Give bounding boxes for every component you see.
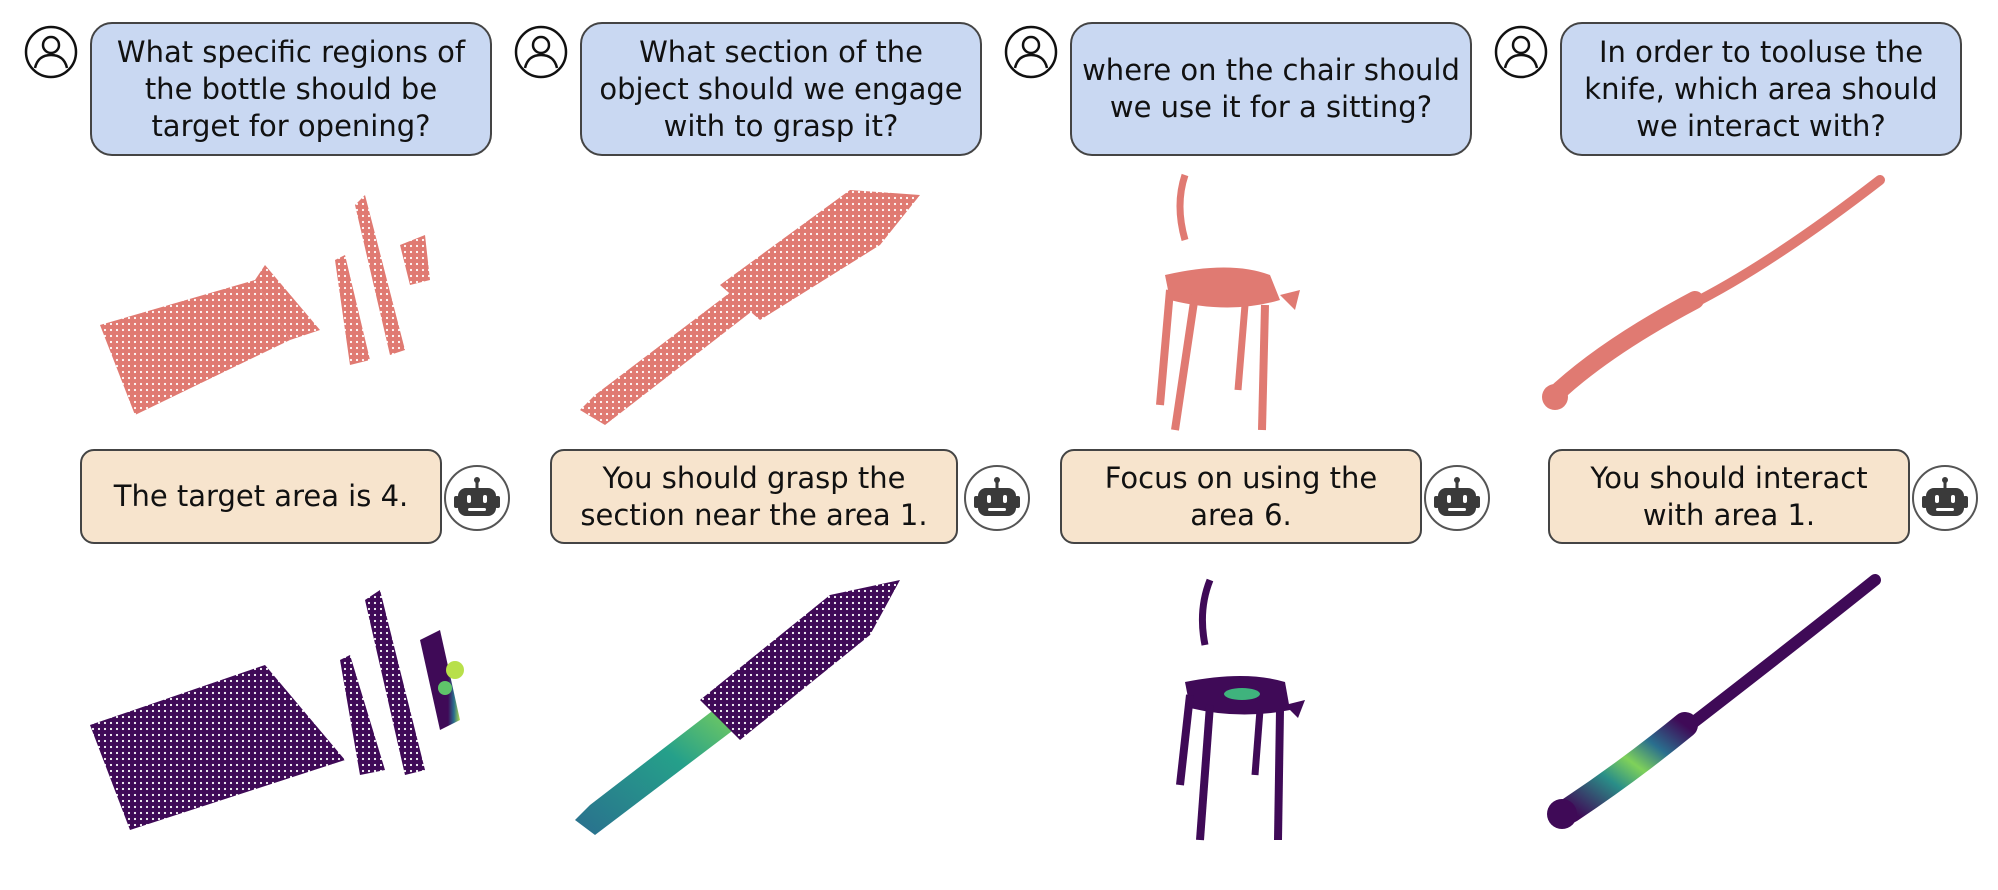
answer-text: You should grasp the section near the ar… <box>580 460 928 532</box>
user-icon <box>24 25 78 79</box>
question-bubble: In order to tooluse the knife, which are… <box>1560 22 1962 156</box>
answer-bubble: You should interact with area 1. <box>1548 449 1910 544</box>
answer-bubble: The target area is 4. <box>80 449 442 544</box>
answer-bubble: You should grasp the section near the ar… <box>550 449 958 544</box>
panel-knife-grasp: What section of the object should we eng… <box>490 0 989 890</box>
answer-text: Focus on using the area 6. <box>1104 460 1378 532</box>
user-icon <box>1004 25 1058 79</box>
answer-text: You should interact with area 1. <box>1590 460 1868 532</box>
answer-bubble: Focus on using the area 6. <box>1060 449 1422 544</box>
question-bubble: What specific regions of the bottle shou… <box>90 22 492 156</box>
question-bubble: What section of the object should we eng… <box>580 22 982 156</box>
answer-text: The target area is 4. <box>113 479 409 513</box>
question-bubble: where on the chair should we use it for … <box>1070 22 1472 156</box>
robot-icon <box>1911 464 1979 532</box>
knife-pointcloud-input <box>580 190 920 425</box>
panel-chair: where on the chair should we use it for … <box>980 0 1479 890</box>
user-icon <box>514 25 568 79</box>
question-text: where on the chair should we use it for … <box>1082 53 1460 124</box>
knife-affordance-output <box>575 580 900 835</box>
panel-knife-tooluse: In order to tooluse the knife, which are… <box>1470 0 1969 890</box>
bottle-pointcloud-input <box>100 195 430 415</box>
panel-bottle: What specific regions of the bottle shou… <box>0 0 499 890</box>
knife-long-pointcloud-input <box>1542 175 1885 410</box>
question-text: What specific regions of the bottle shou… <box>116 34 466 143</box>
knife-long-affordance-output <box>1547 574 1881 829</box>
question-text: In order to tooluse the knife, which are… <box>1584 34 1938 143</box>
chair-pointcloud-input <box>1156 173 1300 431</box>
bottle-affordance-output <box>90 590 464 830</box>
user-icon <box>1494 25 1548 79</box>
chair-affordance-output <box>1176 578 1305 841</box>
question-text: What section of the object should we eng… <box>599 34 963 143</box>
